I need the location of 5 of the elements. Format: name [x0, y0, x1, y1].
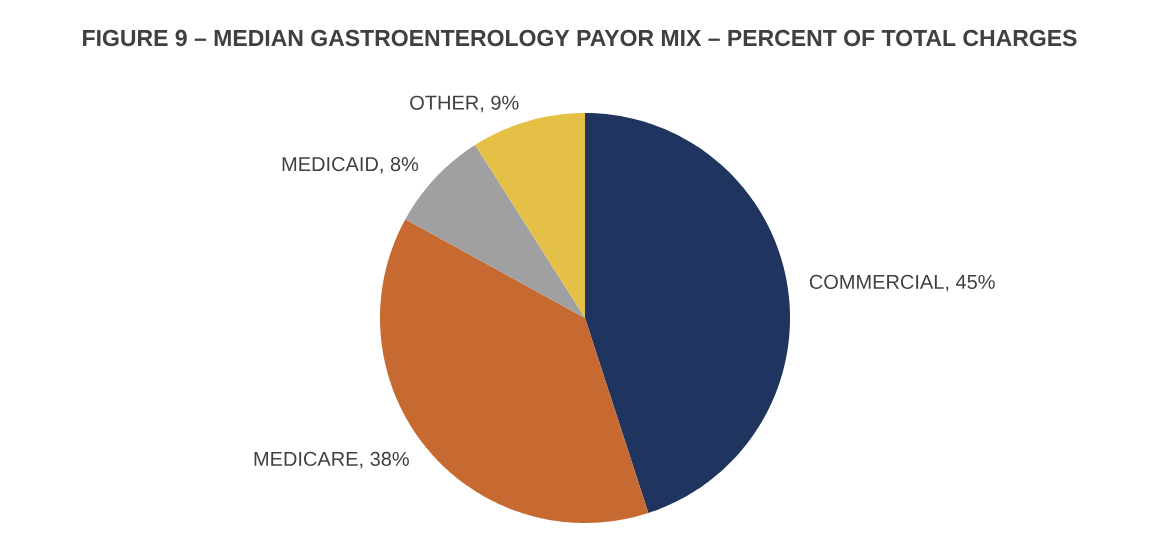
slice-label: COMMERCIAL, 45% [809, 274, 995, 292]
slice-label: MEDICARE, 38% [254, 451, 409, 469]
chart-title: FIGURE 9 – MEDIAN GASTROENTEROLOGY PAYOR MIX – PERCENT OF TOTAL CHARGES [83, 29, 1077, 47]
slice-label: OTHER, 9% [410, 95, 519, 113]
slice-label: MEDICAID, 8% [282, 157, 419, 174]
